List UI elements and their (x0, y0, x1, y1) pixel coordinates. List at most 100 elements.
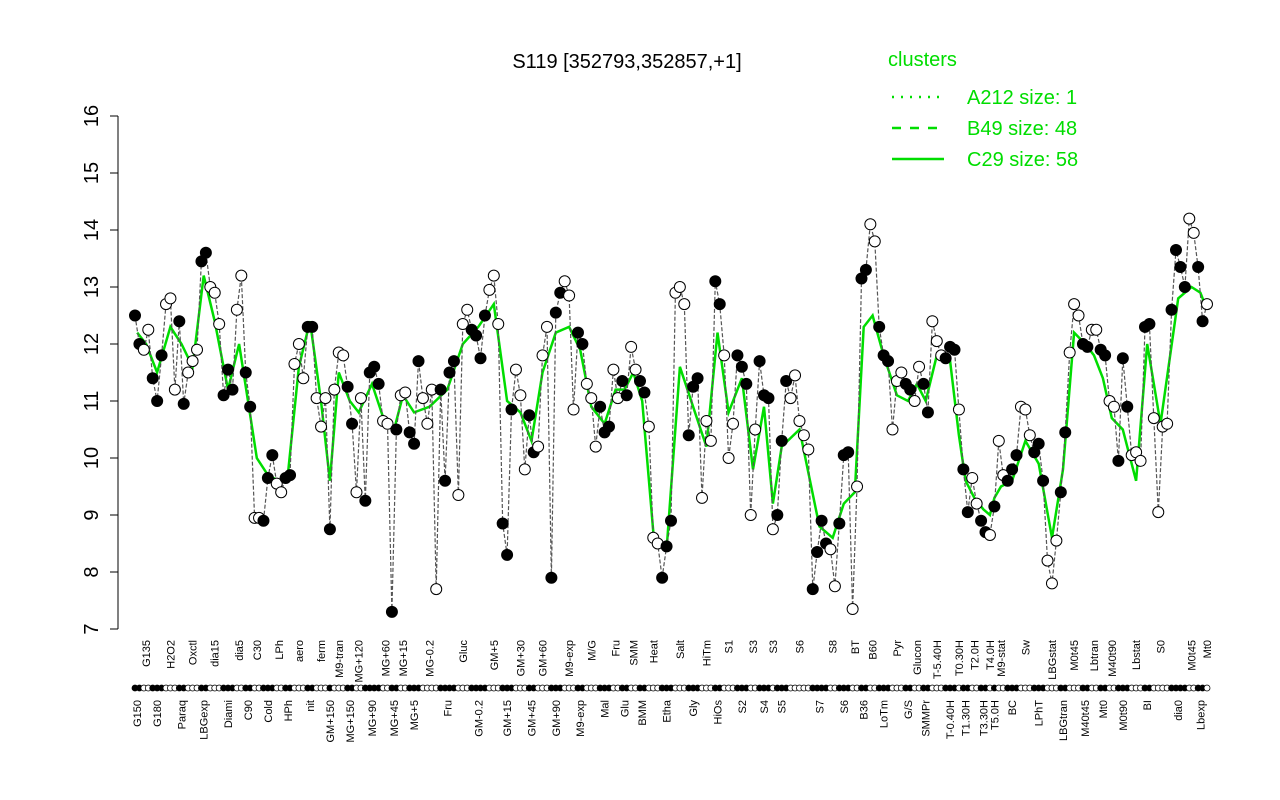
data-point (1037, 474, 1050, 487)
data-point (589, 440, 602, 453)
data-point (930, 335, 943, 348)
x-tick-label: M40t45 (1080, 700, 1092, 737)
data-point (230, 303, 243, 316)
data-point (266, 449, 279, 462)
data-point (434, 383, 447, 396)
data-point (762, 392, 775, 405)
x-tick-label: dia15 (210, 640, 222, 667)
x-tick-label: MG+120 (354, 640, 366, 683)
x-tick-label: HiTm (701, 640, 713, 666)
data-point (319, 392, 332, 405)
data-point (718, 349, 731, 362)
data-point (917, 377, 930, 390)
data-point (775, 434, 788, 447)
x-tick-label: LPh (274, 640, 286, 660)
x-tick-label: nit (305, 700, 317, 712)
data-point (372, 377, 385, 390)
data-point (859, 263, 872, 276)
y-tick-label: 8 (81, 566, 103, 577)
data-point (478, 309, 491, 322)
data-point (1081, 340, 1094, 353)
data-point (1019, 403, 1032, 416)
x-tick-label: C30 (252, 640, 264, 660)
data-point (957, 463, 970, 476)
data-point (239, 366, 252, 379)
x-tick-label: LoTm (879, 700, 891, 728)
x-tick-label: MG+60 (380, 640, 392, 676)
x-tick-label: GM+60 (538, 640, 550, 676)
x-tick-label: Heat (648, 640, 660, 663)
data-point (789, 369, 802, 382)
data-point (142, 323, 155, 336)
data-point (691, 372, 704, 385)
data-point (514, 389, 527, 402)
y-tick-label: 15 (81, 162, 103, 184)
data-point (1192, 261, 1205, 274)
data-point (416, 392, 429, 405)
x-tick-label: GM+5 (489, 640, 501, 670)
data-point (261, 471, 274, 484)
legend-label: A212 size: 1 (967, 87, 1077, 109)
data-point (660, 540, 673, 553)
data-point (461, 303, 474, 316)
data-point (222, 363, 235, 376)
data-point (456, 318, 469, 331)
x-tick-label: S0 (1155, 640, 1167, 653)
data-point (1090, 323, 1103, 336)
x-tick-label: GM+150 (325, 700, 337, 743)
x-tick-label: Lbexp (1195, 700, 1207, 730)
y-tick-label: 13 (81, 276, 103, 298)
data-point (811, 546, 824, 559)
data-point (1165, 303, 1178, 316)
data-point (447, 355, 460, 368)
data-point (727, 417, 740, 430)
x-tick-label: Paraq (177, 700, 189, 729)
data-point (913, 360, 926, 373)
x-tick-label: M/G (586, 640, 598, 661)
data-point (129, 309, 141, 322)
data-point (625, 340, 638, 353)
data-point (642, 420, 655, 433)
data-point (828, 580, 841, 593)
data-point (908, 395, 921, 407)
x-tick-label: MG+15 (398, 640, 410, 676)
x-tick-label: T1.30H (961, 700, 973, 736)
data-point (749, 423, 762, 436)
legend-title: clusters (888, 49, 957, 71)
x-tick-label: aero (294, 640, 306, 662)
data-point (403, 426, 416, 439)
data-point (257, 514, 270, 527)
data-point (585, 392, 598, 405)
x-tick-label: M0t45 (1069, 640, 1081, 671)
x-tick-label: S5 (777, 700, 789, 713)
data-point (155, 349, 168, 362)
y-tick-label: 10 (81, 447, 103, 469)
data-point (244, 400, 257, 413)
x-tick-label: SMMPr (921, 700, 933, 737)
data-point (217, 389, 230, 402)
data-point (665, 514, 677, 527)
data-point (904, 383, 917, 396)
x-tick-label: Glu (619, 700, 631, 717)
x-tick-label: dia0 (1173, 700, 1185, 721)
data-point (328, 383, 341, 396)
data-point (576, 338, 589, 350)
data-point (408, 437, 421, 450)
x-tick-label: S4 (759, 700, 771, 713)
y-tick-label: 16 (81, 105, 103, 127)
data-point (173, 315, 186, 328)
x-tick-label: T-5.40H (932, 640, 944, 679)
x-tick-label: T3.30H (978, 700, 990, 736)
x-tick-label: BC (1007, 700, 1019, 715)
data-point (532, 440, 545, 453)
data-point (306, 320, 319, 333)
data-point (1107, 400, 1120, 413)
data-point (806, 583, 819, 596)
data-point (895, 366, 908, 379)
data-point (833, 517, 846, 530)
x-tick-label: T4.0H (985, 640, 997, 670)
data-point (226, 383, 239, 396)
data-point (1001, 474, 1014, 487)
x-tick-label: M0t45 (1186, 640, 1198, 671)
data-point (682, 429, 695, 442)
